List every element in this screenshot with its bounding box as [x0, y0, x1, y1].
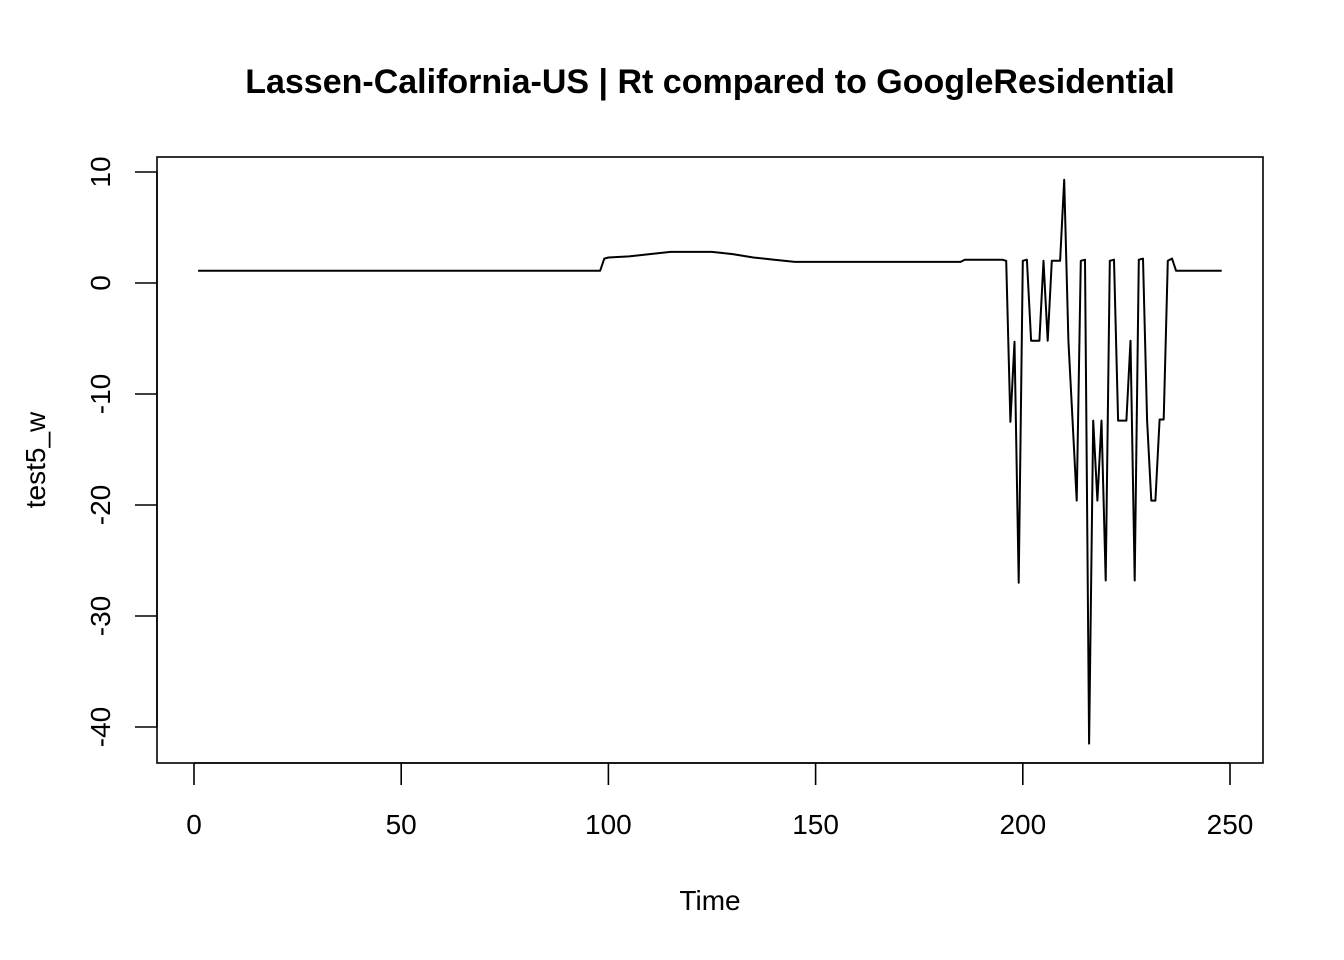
x-axis: 0 50 100 150 200 250 — [186, 762, 1254, 840]
y-tick-label: -20 — [85, 485, 116, 525]
x-tick-label: 0 — [186, 809, 202, 840]
plot-frame — [156, 156, 1264, 764]
x-tick-label: 100 — [585, 809, 632, 840]
y-tick-label: -40 — [85, 707, 116, 747]
series-line — [198, 178, 1222, 745]
x-axis-label: Time — [679, 885, 740, 916]
x-tick-label: 200 — [999, 809, 1046, 840]
chart-title: Lassen-California-US | Rt compared to Go… — [245, 63, 1175, 101]
y-tick-label: 10 — [85, 156, 116, 187]
x-tick-label: 150 — [792, 809, 839, 840]
y-axis-label: test5_w — [20, 411, 51, 508]
y-tick-label: -10 — [85, 374, 116, 414]
x-tick-label: 250 — [1207, 809, 1254, 840]
x-tick-label: 50 — [386, 809, 417, 840]
y-tick-label: -30 — [85, 596, 116, 636]
y-tick-label: 0 — [85, 275, 116, 291]
y-axis: -40 -30 -20 -10 0 10 — [85, 156, 158, 747]
